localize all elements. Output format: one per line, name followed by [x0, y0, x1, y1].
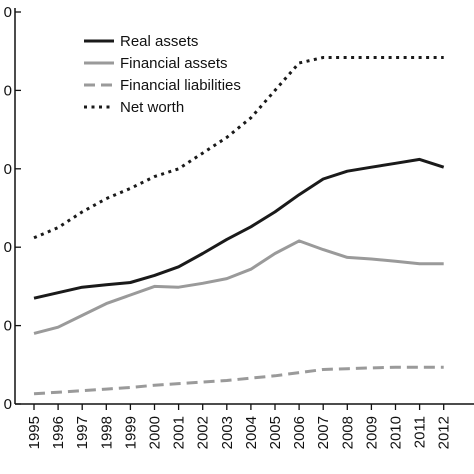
chart-axes	[14, 8, 474, 405]
chart-legend: Real assets Financial assets Financial lia…	[84, 33, 241, 116]
x-tick-label: 2006	[291, 416, 308, 449]
x-tick-label: 1996	[50, 416, 67, 449]
legend-label-net-worth: Net worth	[120, 99, 184, 116]
legend-label-real-assets: Real assets	[120, 33, 198, 50]
x-tick-label: 2007	[315, 416, 332, 449]
series-line-financial-assets	[33, 239, 444, 335]
x-tick-label: 1995	[26, 416, 43, 449]
x-tick-label: 1998	[98, 416, 115, 449]
y-tick-label: 0	[4, 318, 12, 335]
y-tick-label: 0	[4, 4, 12, 21]
chart-series	[33, 56, 445, 396]
y-tick-label: 0	[4, 239, 12, 256]
x-tick-label: 2008	[339, 416, 356, 449]
x-tick-label: 2004	[243, 416, 260, 449]
x-axis-ticks: 1995 1996 1997 1998 1999 2000 2001 2002 2003 2004…	[26, 404, 453, 449]
x-tick-label: 1999	[122, 416, 139, 449]
x-tick-label: 2001	[171, 416, 188, 449]
series-line-real-assets	[33, 157, 445, 300]
x-tick-label: 2010	[388, 416, 405, 449]
x-tick-label: 2000	[147, 416, 164, 449]
y-tick-label: 0	[4, 161, 12, 178]
legend-label-financial-assets: Financial assets	[120, 55, 228, 72]
y-axis-ticks: 0 0 0 0 0 0	[4, 4, 21, 413]
x-tick-label: 2005	[267, 416, 284, 449]
x-tick-label: 1997	[74, 416, 91, 449]
legend-label-financial-liabilities: Financial liabilities	[120, 77, 241, 94]
series-line-net-worth	[33, 56, 444, 240]
y-tick-label: 0	[4, 396, 12, 413]
x-tick-label: 2011	[412, 416, 429, 448]
x-tick-label: 2002	[195, 416, 212, 449]
x-tick-label: 2012	[436, 416, 453, 449]
y-tick-label: 0	[4, 82, 12, 99]
x-tick-label: 2009	[363, 416, 380, 449]
x-tick-label: 2003	[219, 416, 236, 449]
series-line-financial-liabilities	[33, 365, 444, 396]
